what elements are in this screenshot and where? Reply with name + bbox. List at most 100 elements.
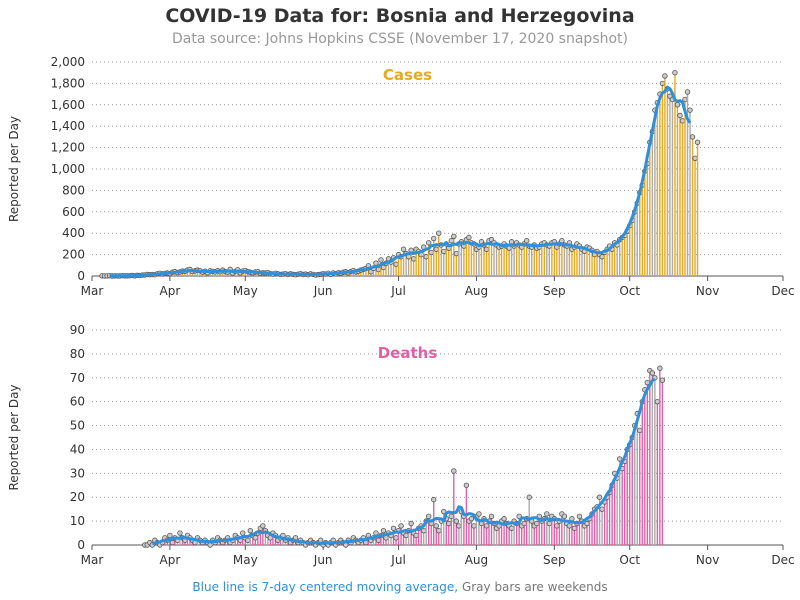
data-point [433,523,439,529]
x-tick-label: Mar [81,284,104,298]
x-tick-label: Oct [619,553,640,567]
y-tick-label: 400 [62,226,85,240]
x-tick-label: Jun [313,284,333,298]
y-tick-label: 2,000 [51,55,85,69]
data-point [476,511,482,517]
y-tick-label: 10 [70,514,85,528]
data-point [468,516,475,522]
y-tick-label: 60 [70,395,85,409]
y-tick-label: 1,600 [51,98,85,112]
data-point [616,456,623,462]
data-point [596,494,603,500]
data-point [252,535,259,541]
y-tick-label: 70 [70,371,85,385]
data-point [456,523,462,529]
data-point [451,468,457,474]
data-point [674,102,681,108]
data-point [410,256,417,262]
data-point [679,118,686,124]
data-point [375,537,382,543]
panel-deaths: 0 10 20 30 40 50 60 70 80 90 Mar Apr May Jun Jul Aug Sep… [7,323,795,567]
data-point [657,365,663,371]
y-tick-label: 40 [70,442,85,456]
data-point [448,513,455,520]
data-point [453,250,460,257]
y-tick-label: 80 [70,347,85,361]
data-point [378,257,384,263]
data-point [466,234,472,241]
data-point [584,520,590,527]
data-point [448,237,455,244]
footnote: Blue line is 7-day centered moving avera… [0,580,800,594]
data-point [483,246,490,252]
data-point [177,530,183,536]
data-point [398,523,404,529]
data-point [471,523,477,529]
data-point [400,246,407,252]
y-tick-label: 1,400 [51,119,85,133]
data-point [571,525,578,531]
data-point [433,246,439,252]
x-tick-label: Aug [465,553,488,567]
data-point [649,370,656,376]
data-point [524,237,530,244]
moving-average-line [152,377,656,546]
data-point [240,530,246,536]
data-point [637,427,643,434]
data-point [436,527,442,534]
data-point [446,520,452,527]
data-point [260,523,266,529]
data-point [431,496,437,503]
footnote-weekend-note: Gray bars are weekends [461,580,608,594]
data-point [501,516,507,522]
panel-label: Cases [383,66,432,84]
data-point [576,513,583,520]
data-point [677,112,683,119]
x-tick-label: Aug [465,284,488,298]
data-point [689,134,696,140]
data-point [508,525,515,531]
x-tick-label: Jun [313,553,333,567]
data-point [373,260,379,266]
data-point [167,532,173,539]
data-point [380,527,387,534]
x-tick-label: Jul [390,553,405,567]
y-axis-title: Reported per Day [7,384,21,490]
y-tick-label: 30 [70,466,85,480]
y-tick-label: 0 [77,269,85,283]
data-point [654,398,661,405]
x-tick-label: Dec [771,284,794,298]
y-tick-label: 20 [70,490,85,504]
data-point [426,513,432,520]
y-tick-label: 0 [77,538,85,552]
footnote-average-note: Blue line is 7-day centered moving avera… [192,580,459,594]
x-tick-label: Sep [543,284,566,298]
panel-label: Deaths [378,344,438,362]
data-point [428,249,434,256]
data-point [559,237,565,244]
x-tick-label: Nov [696,284,719,298]
data-point [403,532,409,539]
data-point [566,523,573,529]
data-point [684,89,691,95]
y-tick-label: 800 [62,183,85,197]
data-point [544,511,550,517]
x-tick-label: Apr [160,553,181,567]
data-point [423,254,429,260]
data-point [659,80,666,87]
data-point [380,264,387,271]
data-point [441,248,447,255]
data-point [463,482,470,488]
x-tick-label: Nov [696,553,719,567]
y-tick-label: 600 [62,205,85,219]
data-point [672,69,678,76]
y-tick-label: 1,800 [51,76,85,90]
data-point [599,506,605,512]
data-point [426,240,432,246]
x-tick-label: Jul [390,284,405,298]
data-point [431,235,437,242]
chart-title: COVID-19 Data for: Bosnia and Herzegovin… [165,5,635,27]
data-point [483,523,490,529]
data-point [546,520,553,527]
x-tick-label: Sep [543,553,566,567]
